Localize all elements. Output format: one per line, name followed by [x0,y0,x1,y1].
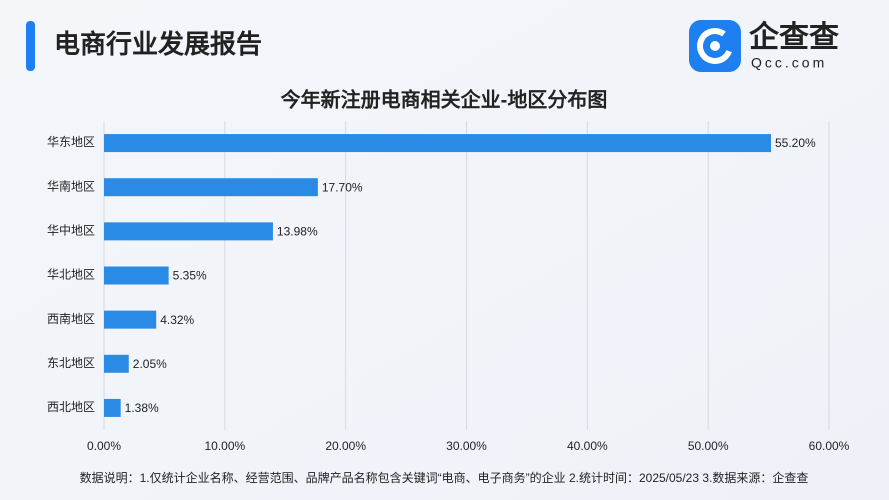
y-tick-label: 东北地区 [47,356,95,370]
x-tick-label: 30.00% [446,439,487,453]
bar [104,134,771,153]
chart-title: 今年新注册电商相关企业-地区分布图 [281,87,608,111]
header-title: 电商行业发展报告 [54,29,262,59]
value-label: 17.70% [322,180,363,194]
logo-dot [710,41,720,51]
value-label: 5.35% [173,269,207,283]
y-tick-label: 西北地区 [47,400,95,414]
y-tick-label: 华中地区 [47,223,95,238]
x-tick-label: 10.00% [204,439,245,453]
value-label: 1.38% [125,401,159,415]
bar [104,354,129,373]
y-tick-label: 西南地区 [47,311,95,326]
bar [104,266,169,285]
x-tick-label: 0.00% [87,439,121,453]
value-label: 55.20% [775,136,816,150]
y-tick-label: 华东地区 [47,135,95,149]
value-label: 2.05% [133,357,167,371]
x-tick-label: 50.00% [688,439,729,453]
y-tick-label: 华北地区 [47,268,95,282]
value-label: 4.32% [160,313,194,327]
bar [104,222,273,241]
logo-name: 企查查 [749,20,839,54]
x-tick-label: 40.00% [567,439,608,453]
bar [104,310,157,329]
bar [104,398,121,417]
y-tick-label: 华南地区 [47,178,95,193]
x-tick-label: 20.00% [325,439,366,453]
x-tick-label: 60.00% [809,439,850,453]
header-accent [26,21,35,71]
bar [104,178,318,197]
value-label: 13.98% [277,225,318,239]
logo-domain: Qcc.com [751,55,827,71]
footnote: 数据说明：1.仅统计企业名称、经营范围、品牌产品名称包含关键词“电商、电子商务”… [80,470,809,485]
